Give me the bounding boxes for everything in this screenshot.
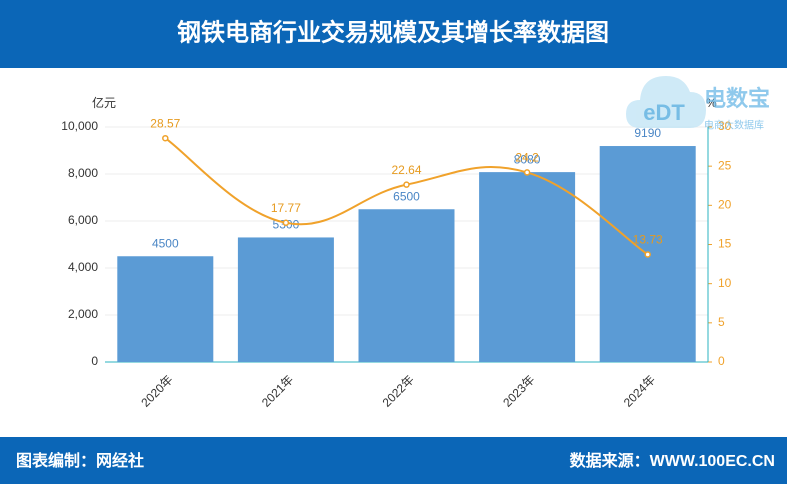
line-point	[644, 251, 651, 258]
chart-title: 钢铁电商行业交易规模及其增长率数据图	[177, 18, 609, 46]
y2-tick-label: 30	[718, 119, 732, 133]
y2-tick-label: 0	[718, 354, 725, 368]
line-point	[162, 134, 169, 142]
logo-mark: eDT	[643, 100, 685, 125]
bar-value-label: 8080	[514, 152, 541, 166]
line-value-label: 22.64	[391, 163, 421, 177]
y-tick-label: 2,000	[68, 307, 98, 321]
line-value-label: 24.2	[515, 151, 539, 165]
footer-credit: 图表编制：网经社	[16, 451, 144, 470]
bar-value-label: 9190	[634, 126, 661, 140]
line-value-label: 13.73	[633, 233, 663, 247]
footer-bar	[0, 437, 787, 484]
logo-tagline: 电商大数据库	[704, 119, 764, 132]
line-point	[523, 169, 531, 176]
bar-value-label: 4500	[152, 236, 179, 250]
bar	[117, 256, 214, 362]
logo-name: 电数宝	[704, 86, 770, 111]
y-axis-label: 亿元	[92, 95, 116, 110]
line-point	[403, 181, 410, 188]
y-tick-label: 10,000	[61, 119, 98, 133]
bar	[358, 209, 455, 362]
bar-value-label: 6500	[393, 189, 420, 203]
line-point	[282, 219, 290, 227]
line-value-label: 17.77	[271, 201, 301, 215]
y2-tick-label: 5	[718, 315, 725, 329]
y2-tick-label: 10	[718, 276, 732, 290]
y-tick-label: 4,000	[68, 260, 98, 274]
footer-source: 数据来源：WWW.100EC.CN	[570, 451, 775, 470]
bar	[479, 172, 576, 362]
header-bar	[0, 0, 787, 68]
y-tick-label: 0	[91, 354, 98, 368]
y-tick-label: 8,000	[68, 166, 98, 180]
y2-tick-label: 20	[718, 198, 732, 212]
bar	[237, 237, 334, 362]
y2-tick-label: 25	[718, 158, 732, 172]
line-value-label: 28.57	[150, 116, 180, 130]
y2-tick-label: 15	[718, 237, 732, 251]
y2-axis-label: %	[706, 96, 717, 110]
logo-cloud	[626, 76, 706, 128]
logo: eDT 电数宝 电商大数据库	[626, 76, 770, 132]
y-tick-label: 6,000	[68, 213, 98, 227]
